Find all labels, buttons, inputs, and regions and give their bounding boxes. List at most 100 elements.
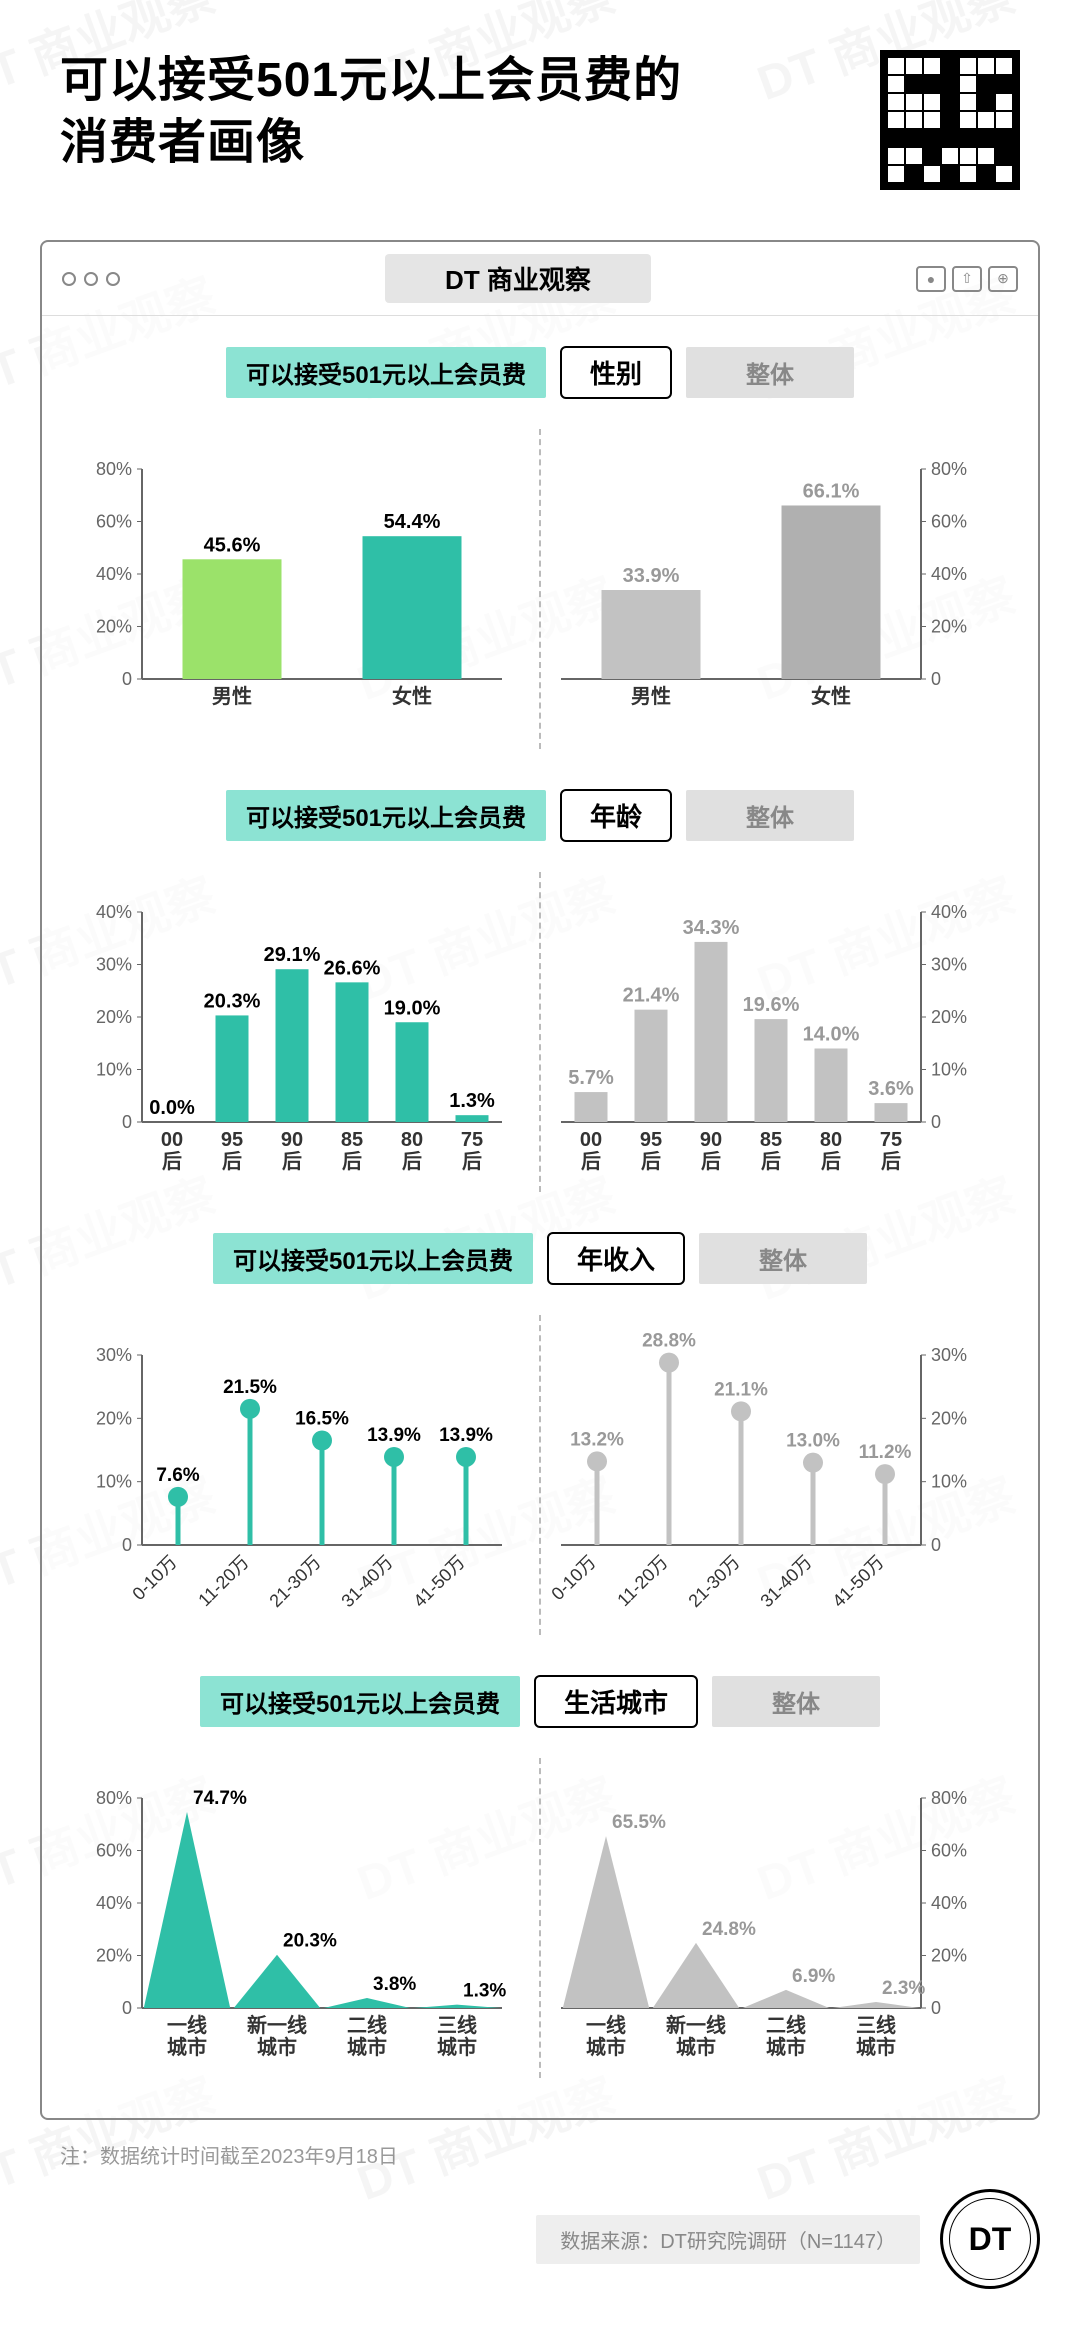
chart-right: 010%20%30%13.2%28.8%21.1%13.0%11.2%0-10万… [539,1315,998,1635]
svg-text:40%: 40% [96,902,132,922]
header: 可以接受501元以上会员费的消费者画像 [0,0,1080,220]
chart-svg: 010%20%30%13.2%28.8%21.1%13.0%11.2%0-10万… [541,1315,981,1635]
chart-left: 020%40%60%80%45.6%54.4%男性女性 [82,429,539,749]
svg-text:31-40万: 31-40万 [756,1552,815,1611]
svg-text:13.0%: 13.0% [786,1431,840,1452]
section-header: 可以接受501元以上会员费 性别 整体 [82,346,998,399]
charts-row: 010%20%30%7.6%21.5%16.5%13.9%13.9%0-10万1… [82,1315,998,1635]
chart-svg: 020%40%60%80%74.7%20.3%3.8%1.3%一线城市新一线城市… [82,1758,522,2078]
svg-text:85: 85 [341,1129,363,1151]
tag-mid: 年收入 [547,1232,685,1285]
svg-text:0: 0 [931,1998,941,2018]
svg-text:新一线: 新一线 [247,2013,307,2037]
svg-text:65.5%: 65.5% [612,1812,666,1833]
tag-left: 可以接受501元以上会员费 [226,790,546,841]
svg-text:城市: 城市 [437,2035,477,2059]
chart-left: 020%40%60%80%74.7%20.3%3.8%1.3%一线城市新一线城市… [82,1758,539,2078]
svg-text:00: 00 [161,1129,183,1151]
svg-text:80: 80 [401,1129,423,1151]
chart-right: 020%40%60%80%65.5%24.8%6.9%2.3%一线城市新一线城市… [539,1758,998,2078]
svg-text:40%: 40% [931,902,967,922]
svg-text:95: 95 [640,1129,662,1151]
svg-text:21-30万: 21-30万 [265,1552,324,1611]
content-window: DT 商业观察 ●⇧⊕ 可以接受501元以上会员费 性别 整体 020%40%6… [40,240,1040,2120]
svg-text:三线: 三线 [856,2013,896,2037]
tag-mid: 年龄 [560,789,672,842]
chart-svg: 020%40%60%80%65.5%24.8%6.9%2.3%一线城市新一线城市… [541,1758,981,2078]
svg-text:11.2%: 11.2% [859,1442,912,1463]
chart-svg: 010%20%30%7.6%21.5%16.5%13.9%13.9%0-10万1… [82,1315,522,1635]
svg-text:16.5%: 16.5% [295,1409,349,1430]
svg-text:20%: 20% [96,617,132,637]
svg-text:80%: 80% [96,1788,132,1808]
section-年龄: 可以接受501元以上会员费 年龄 整体 010%20%30%40%0.0%20.… [42,759,1038,1202]
svg-text:95: 95 [221,1129,243,1151]
svg-text:00: 00 [580,1129,602,1151]
svg-text:0: 0 [931,1112,941,1132]
svg-text:74.7%: 74.7% [193,1788,247,1809]
svg-text:85: 85 [760,1129,782,1151]
svg-text:60%: 60% [931,512,967,532]
svg-text:19.6%: 19.6% [743,994,800,1016]
svg-text:20%: 20% [931,617,967,637]
chart-right: 010%20%30%40%5.7%21.4%34.3%19.6%14.0%3.6… [539,872,998,1192]
svg-text:20%: 20% [931,1007,967,1027]
chart-svg: 020%40%60%80%45.6%54.4%男性女性 [82,429,522,749]
svg-text:后: 后 [821,1150,841,1173]
window-controls-icon [62,272,120,286]
svg-text:41-50万: 41-50万 [409,1552,468,1611]
svg-text:30%: 30% [96,955,132,975]
svg-text:城市: 城市 [167,2035,207,2059]
svg-text:19.0%: 19.0% [384,997,441,1019]
svg-text:80%: 80% [96,459,132,479]
svg-text:后: 后 [162,1150,182,1173]
svg-text:1.3%: 1.3% [449,1090,495,1112]
data-source-label: 数据来源：DT研究院调研（N=1147） [536,2215,920,2264]
svg-text:21-30万: 21-30万 [684,1552,743,1611]
charts-row: 010%20%30%40%0.0%20.3%29.1%26.6%19.0%1.3… [82,872,998,1192]
svg-text:后: 后 [581,1150,601,1173]
infographic-page: DT 商业观察DT 商业观察DT 商业观察DT 商业观察DT 商业观察DT 商业… [0,0,1080,2329]
svg-text:33.9%: 33.9% [623,565,680,587]
svg-text:后: 后 [701,1150,721,1173]
svg-text:新一线: 新一线 [666,2013,726,2037]
window-action-icons: ●⇧⊕ [916,266,1018,292]
svg-text:13.2%: 13.2% [570,1429,624,1450]
svg-text:后: 后 [881,1150,901,1173]
svg-text:后: 后 [222,1150,242,1173]
svg-text:29.1%: 29.1% [264,944,321,966]
svg-text:后: 后 [342,1150,362,1173]
svg-text:34.3%: 34.3% [683,917,740,939]
svg-text:28.8%: 28.8% [642,1331,696,1352]
svg-text:3.8%: 3.8% [373,1974,416,1995]
chart-left: 010%20%30%40%0.0%20.3%29.1%26.6%19.0%1.3… [82,872,539,1192]
svg-text:14.0%: 14.0% [803,1024,860,1046]
svg-text:20%: 20% [931,1946,967,1966]
tag-left: 可以接受501元以上会员费 [226,347,546,398]
svg-text:0: 0 [931,669,941,689]
svg-text:10%: 10% [96,1472,132,1492]
svg-text:80%: 80% [931,1788,967,1808]
svg-text:21.4%: 21.4% [623,985,680,1007]
svg-text:后: 后 [402,1150,422,1173]
qr-code-icon [880,50,1020,190]
svg-text:21.1%: 21.1% [714,1379,768,1400]
svg-text:后: 后 [641,1150,661,1173]
svg-text:0: 0 [122,1998,132,2018]
svg-text:66.1%: 66.1% [803,480,860,502]
svg-text:20.3%: 20.3% [204,990,261,1012]
tag-right: 整体 [686,347,854,398]
svg-text:2.3%: 2.3% [882,1978,925,1999]
svg-text:一线: 一线 [586,2013,626,2037]
svg-text:0: 0 [122,669,132,689]
svg-text:0-10万: 0-10万 [128,1552,180,1604]
svg-text:后: 后 [462,1150,482,1173]
svg-text:20%: 20% [96,1007,132,1027]
svg-text:40%: 40% [931,564,967,584]
chart-right: 020%40%60%80%33.9%66.1%男性女性 [539,429,998,749]
svg-text:11-20万: 11-20万 [613,1552,671,1610]
svg-text:40%: 40% [931,1893,967,1913]
section-header: 可以接受501元以上会员费 年龄 整体 [82,789,998,842]
tag-right: 整体 [686,790,854,841]
svg-text:7.6%: 7.6% [156,1465,199,1486]
